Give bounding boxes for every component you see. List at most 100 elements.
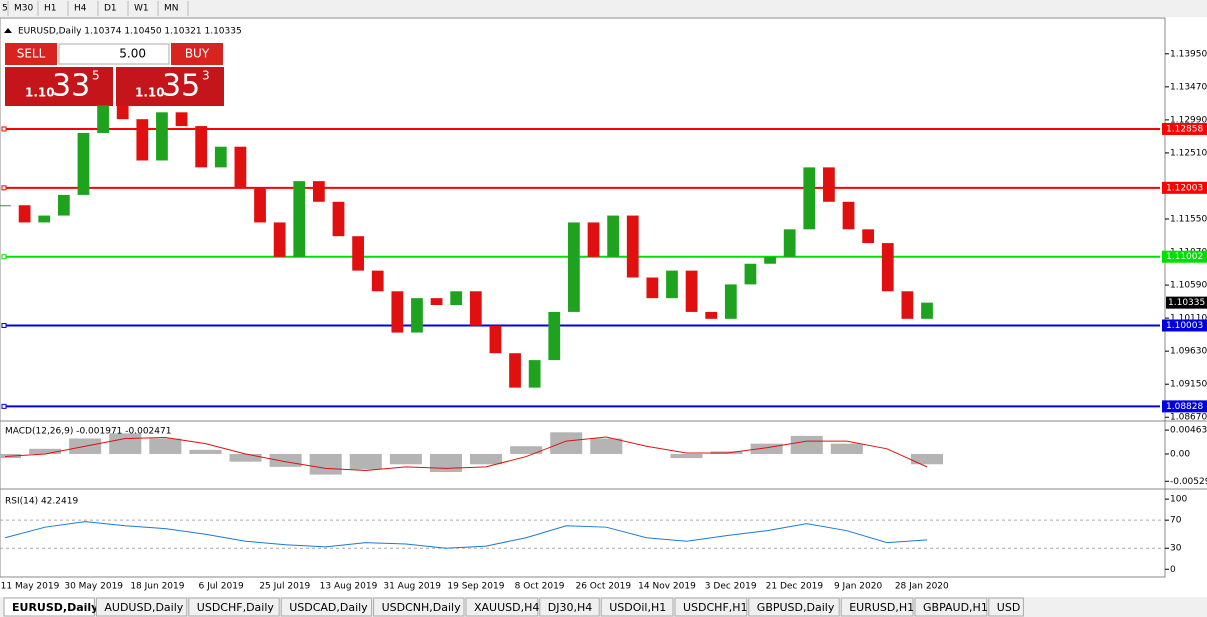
timeframe-button[interactable]: W1 [134,4,149,14]
chart-frame [0,17,1166,578]
level-handle[interactable] [1,185,7,191]
level-handle[interactable] [1,126,7,132]
sell-price-box[interactable] [5,67,113,106]
tab-label: USDCHF,Daily [197,601,275,614]
candle [881,243,894,292]
sell-label: SELL [17,47,46,61]
tab-label: USDCAD,Daily [289,601,368,614]
timeframe-button[interactable]: H1 [44,4,57,14]
collapse-icon[interactable] [4,28,12,33]
y-tick-label: 0 [1170,565,1176,575]
sell-button[interactable] [5,43,57,65]
tab-label: USDCHF,H1 [683,601,748,614]
candle [97,105,109,133]
level-handle[interactable] [1,254,7,260]
timeframe-button[interactable]: M30 [14,4,33,14]
candle [371,270,384,292]
level-handle[interactable] [1,322,7,328]
candle [352,236,364,271]
y-tick-label: 100 [1170,495,1187,505]
x-tick-label: 3 Dec 2019 [705,582,757,592]
macd-bar [189,449,222,454]
y-tick-label: 1.11550 [1170,215,1207,225]
candle [195,126,208,168]
candle [666,270,678,299]
level-label-bg [1162,319,1207,332]
y-tick-label: 1.13950 [1170,49,1207,59]
macd-bar [389,453,422,465]
chart-tab[interactable] [600,597,674,617]
chart-tab[interactable] [188,597,280,617]
level-label: 1.12858 [1166,124,1203,134]
candle [626,215,639,278]
buy-price-box[interactable] [116,67,224,106]
tab-label: GBPAUD,H1 [923,601,988,614]
current-price: 1.10335 [1168,298,1205,308]
x-tick-label: 9 Jan 2020 [834,582,882,592]
candle [587,222,600,257]
candle [77,132,90,195]
candle [0,205,11,207]
timeframe-button[interactable]: MN [164,4,179,14]
x-tick-label: 26 Oct 2019 [575,582,631,592]
macd-bar [229,453,262,462]
sell-price-pips: 33 [52,69,90,104]
candle [509,353,521,388]
candle [175,112,188,127]
candle [293,181,306,257]
macd-bar [269,453,302,467]
timeframe-button[interactable]: D1 [104,4,117,14]
candle [214,146,227,168]
candle [705,311,718,319]
chart-tab[interactable] [3,597,95,617]
level-label: 1.11002 [1166,252,1203,262]
y-tick-label: 1.08670 [1170,413,1207,423]
candle [430,298,443,306]
candle [607,215,620,257]
x-tick-label: 8 Oct 2019 [515,582,565,592]
trade-panel: SELL 5.00 BUY 1.10 33 5 1.10 35 3 [5,43,224,106]
chart-tab[interactable] [988,597,1024,617]
x-tick-label: 30 May 2019 [64,582,123,592]
y-tick-label: -0.005299 [1170,477,1207,487]
level-label-bg [1162,250,1207,263]
chart-tab[interactable] [373,597,465,617]
candle [646,277,659,299]
candle [38,215,51,223]
candle [156,112,168,161]
level-handle[interactable] [1,403,7,409]
panel-title: MACD(12,26,9) -0.001971 -0.002471 [5,427,171,437]
macd-bar [590,438,623,454]
lot-value: 5.00 [119,47,146,61]
chart-tab[interactable] [914,597,988,617]
candle [116,105,129,120]
timeframe-button[interactable]: 5 [2,4,8,14]
level-label: 1.08828 [1166,402,1203,412]
candle [803,167,816,230]
candle [862,229,875,244]
chart-tab[interactable] [95,597,188,617]
lot-input[interactable] [58,43,170,65]
chart-tab[interactable] [674,597,748,617]
candle [312,181,325,202]
tab-label: AUDUSD,Daily [104,601,183,614]
y-tick-label: 1.10590 [1170,281,1207,291]
timeframe-button[interactable]: H4 [74,4,87,14]
chart-tab[interactable] [748,597,840,617]
buy-price-big: 1.10 [135,86,165,100]
buy-price-frac: 3 [202,69,210,83]
macd-bar [470,453,503,465]
buy-button[interactable] [171,43,223,65]
level-label: 1.10003 [1166,321,1203,331]
y-tick-label: 1.12990 [1170,115,1207,125]
chart-tab[interactable] [280,597,373,617]
candle [57,194,70,216]
tab-label: XAUUSD,H4 [474,601,539,614]
candle [469,291,482,326]
y-tick-label: 30 [1170,544,1182,554]
chart-tab[interactable] [840,597,914,617]
chart-tab[interactable] [539,597,600,617]
chart-tab[interactable] [465,597,539,617]
macd-bar [510,446,543,454]
